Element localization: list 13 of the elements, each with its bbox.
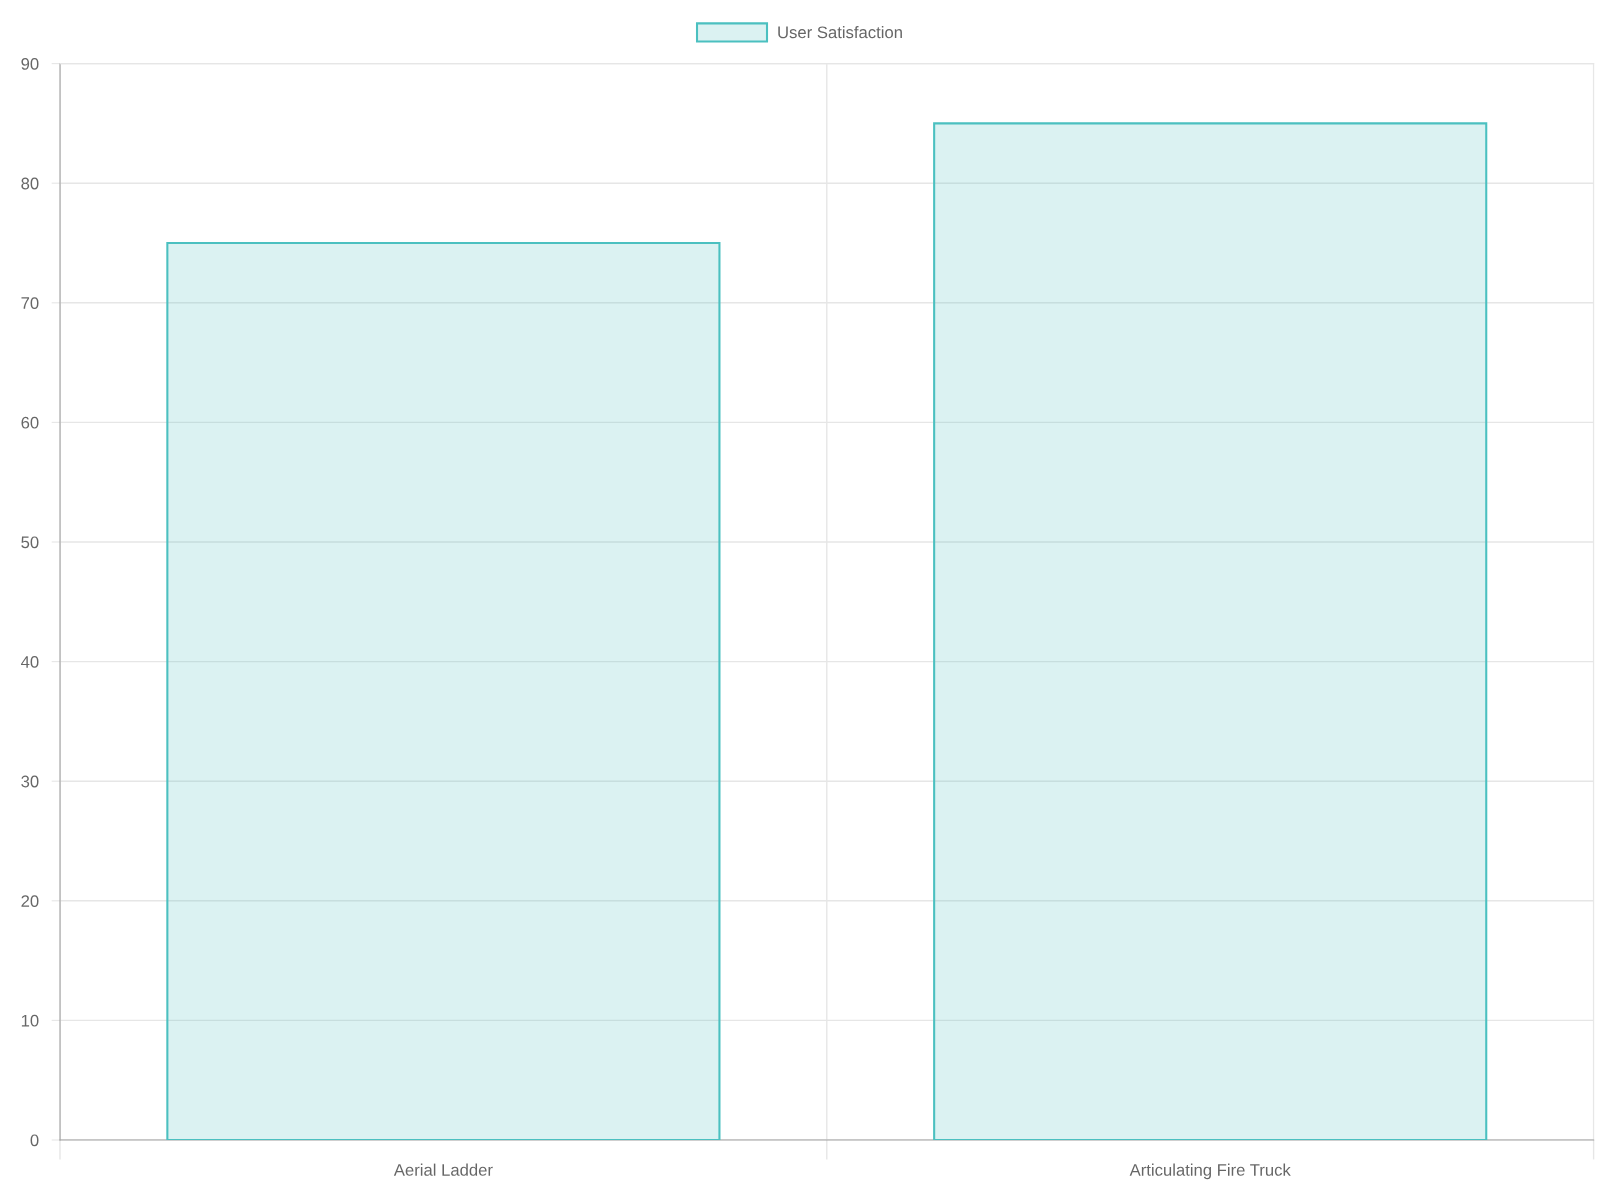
legend-label: User Satisfaction xyxy=(778,25,902,39)
y-tick-label: 50 xyxy=(21,536,39,549)
y-tick-label: 0 xyxy=(30,1134,39,1147)
y-tick-label: 70 xyxy=(21,297,39,309)
y-tick-label: 90 xyxy=(21,58,39,70)
y-tick-label: 30 xyxy=(21,775,39,788)
x-tick-label: Aerial Ladder xyxy=(393,1163,493,1176)
y-tick-label: 80 xyxy=(21,177,39,190)
x-tick-label: Articulating Fire Truck xyxy=(1129,1163,1291,1180)
y-tick-label: 60 xyxy=(21,416,39,429)
y-tick-label: 10 xyxy=(21,1014,39,1027)
y-tick-label: 20 xyxy=(21,895,39,907)
y-tick-label: 40 xyxy=(21,656,39,668)
